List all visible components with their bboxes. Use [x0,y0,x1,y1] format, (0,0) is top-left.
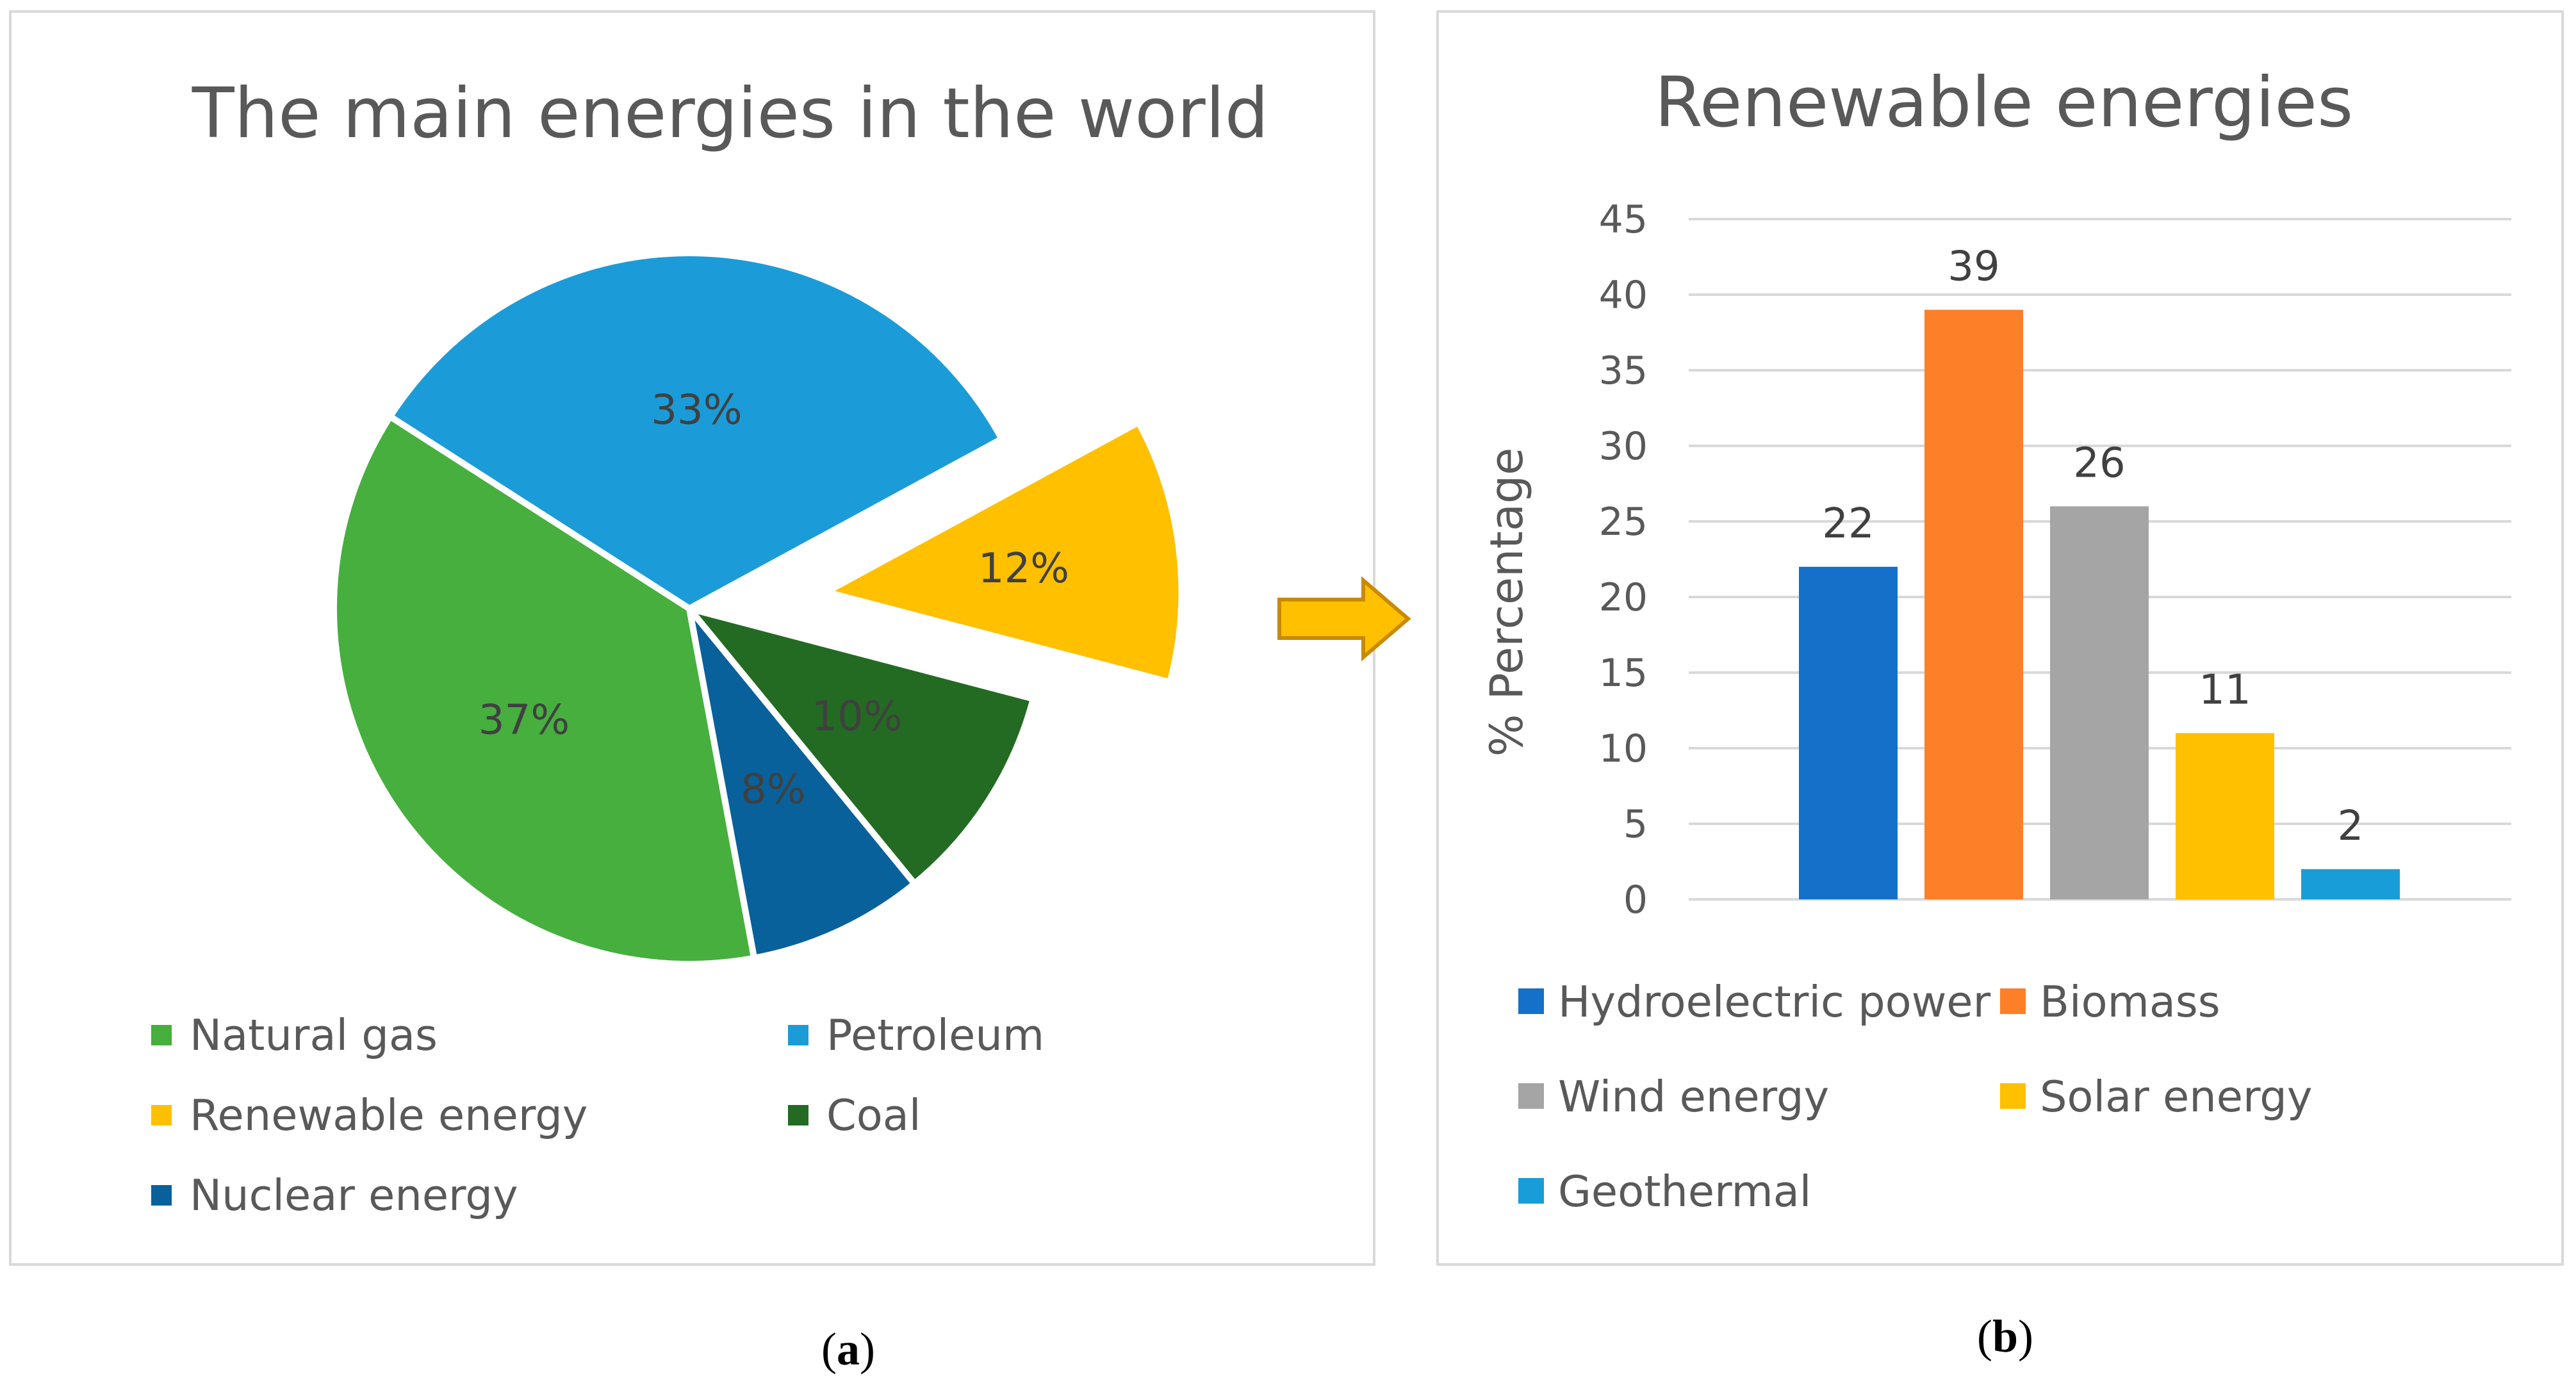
bar-solar-energy [2176,733,2274,899]
bar-legend-swatch-solar-energy [2000,1083,2026,1109]
bar-y-axis-title: % Percentage [1481,448,1533,757]
bar-label-wind-energy: 26 [2073,439,2125,487]
y-tick-0: 0 [1623,878,1648,922]
pie-legend: Natural gas Petroleum Renewable energy Coal… [151,1010,1044,1220]
pie-chart-title: The main energies in the world [192,74,1269,154]
pie-legend-swatch-natural-gas [151,1025,172,1045]
pie-label-natural-gas: 37% [479,696,570,744]
arrow-right-icon [1277,576,1411,662]
bar-legend: Hydroelectric power Biomass Wind energy Sol… [1518,977,2313,1216]
bar-hydroelectric-power [1799,566,1898,899]
pie-legend-swatch-nuclear-energy [151,1185,172,1206]
pie-legend-label-coal: Coal [826,1090,921,1140]
bar-legend-swatch-biomass [2000,988,2026,1014]
pie-slice-labels: 12% 10%8% 37% 33% [479,386,1069,814]
pie-slice-nuclear-energy [686,605,918,962]
y-tick-30: 30 [1599,424,1648,469]
caption-a-close: ) [860,1323,875,1375]
connector-arrow-shape [1277,576,1411,662]
y-tick-45: 45 [1599,197,1648,242]
pie-slices [331,250,1185,967]
y-tick-10: 10 [1599,726,1648,771]
bar-chart-panel: Renewable energies % Percentage 05101520… [1436,10,2564,1266]
pie-slice-coal [686,605,1037,887]
pie-chart-panel: The main energies in the world 12% 10%8% 3… [9,10,1375,1266]
bar-legend-label-solar-energy: Solar energy [2040,1072,2313,1122]
bar-legend-label-hydroelectric-power: Hydroelectric power [1558,977,1991,1027]
bar-data-labels: 22 39 26 11 2 [1822,243,2363,850]
bar-label-hydroelectric-power: 22 [1822,500,1874,548]
bar-legend-swatch-wind-energy [1518,1083,1544,1109]
bar-y-tick-labels: 0 5 10 15 20 25 30 35 40 45 [1599,197,1648,922]
pie-label-renewable-energy: 12% [978,545,1069,593]
y-tick-35: 35 [1599,348,1648,393]
pie-legend-label-nuclear-energy: Nuclear energy [190,1170,518,1220]
pie-label-coal: 10% [811,693,902,741]
pie-legend-label-renewable-energy: Renewable energy [190,1090,587,1140]
caption-b: (b) [1977,1311,2033,1362]
pie-legend-label-petroleum: Petroleum [826,1010,1044,1060]
pie-legend-label-natural-gas: Natural gas [190,1010,438,1060]
pie-label-nuclear-energy: 8% [741,766,806,814]
caption-b-close: ) [2018,1311,2033,1362]
bar-wind-energy [2050,506,2149,899]
caption-a-open: ( [821,1323,837,1375]
y-tick-20: 20 [1599,575,1648,620]
bar-legend-label-geothermal: Geothermal [1558,1166,1811,1216]
y-tick-40: 40 [1599,273,1648,318]
bar-legend-label-wind-energy: Wind energy [1558,1072,1829,1122]
pie-slice-natural-gas [331,413,758,967]
bar-label-solar-energy: 11 [2199,666,2251,714]
bar-legend-swatch-geothermal [1518,1178,1544,1204]
bar-geothermal [2301,869,2400,899]
bar-legend-swatch-hydroelectric-power [1518,988,1544,1014]
y-tick-25: 25 [1599,500,1648,544]
caption-a: (a) [821,1323,875,1375]
pie-slice-renewable-energy [823,419,1185,686]
pie-label-petroleum: 33% [651,386,742,434]
bar-chart-title: Renewable energies [1655,63,2354,143]
pie-legend-swatch-petroleum [788,1025,808,1045]
y-tick-15: 15 [1599,651,1648,696]
caption-b-open: ( [1977,1311,1992,1362]
bar-label-geothermal: 2 [2338,803,2364,850]
pie-slice-petroleum [386,250,1005,612]
pie-legend-swatch-coal [788,1105,808,1125]
caption-a-letter: a [837,1323,860,1375]
caption-b-letter: b [1992,1311,2018,1362]
bar-legend-label-biomass: Biomass [2040,977,2220,1027]
bar-biomass [1924,309,2023,900]
y-tick-5: 5 [1623,802,1648,847]
bar-bars [1799,309,2400,900]
pie-legend-swatch-renewable-energy [151,1105,172,1125]
bar-label-biomass: 39 [1948,243,1999,291]
